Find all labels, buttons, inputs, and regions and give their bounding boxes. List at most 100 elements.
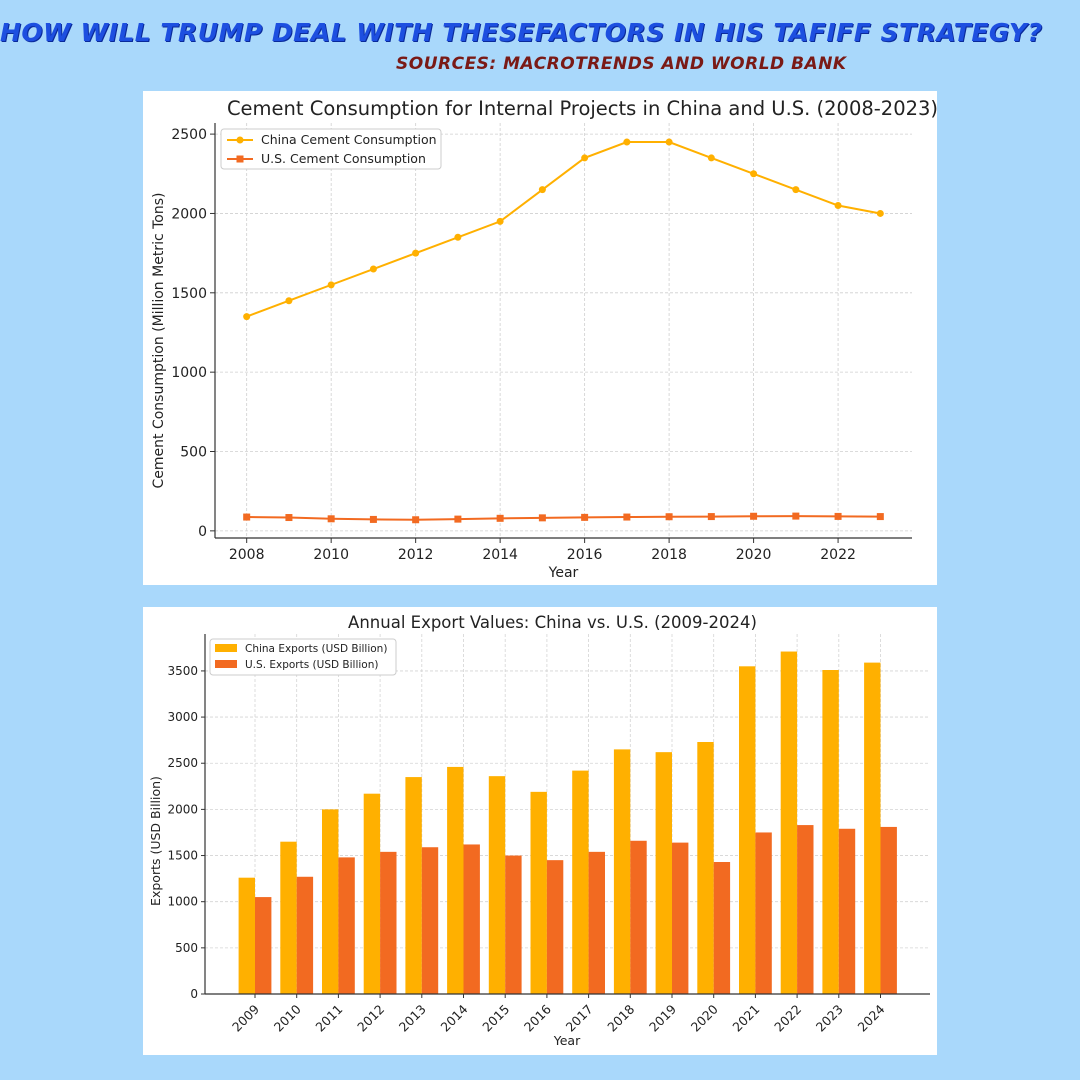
y-tick-label: 1000	[171, 365, 207, 381]
y-tick-label: 1500	[171, 286, 207, 302]
exports-chart-panel: Annual Export Values: China vs. U.S. (20…	[143, 607, 937, 1055]
china-bar	[238, 877, 255, 994]
y-tick-label: 2500	[167, 756, 198, 770]
y-tick-label: 2000	[171, 206, 207, 222]
us-point	[876, 513, 884, 521]
china-point	[834, 202, 842, 210]
legend-label: China Exports (USD Billion)	[245, 643, 387, 655]
us-point	[750, 512, 758, 520]
us-bar	[755, 832, 772, 994]
legend-swatch	[215, 644, 237, 652]
y-tick-label: 500	[175, 941, 198, 955]
china-bar	[280, 841, 297, 994]
legend-marker	[236, 155, 244, 163]
us-bar	[296, 876, 314, 994]
us-point	[412, 516, 420, 524]
x-tick-label: 2022	[820, 547, 856, 563]
x-tick-label: 2016	[521, 1001, 554, 1034]
x-tick-label: 2017	[563, 1002, 596, 1035]
china-point	[792, 186, 800, 194]
us-point	[665, 513, 673, 521]
china-bar	[697, 742, 714, 994]
us-bar	[421, 847, 439, 994]
legend-box	[220, 128, 442, 170]
x-tick-label: 2018	[651, 547, 687, 563]
us-bar	[380, 851, 397, 994]
us-bar	[588, 851, 605, 994]
china-series-line	[246, 141, 881, 318]
china-bar	[822, 670, 839, 994]
us-bar	[880, 826, 897, 994]
x-tick-label: 2024	[855, 1001, 888, 1034]
y-axis-label: Cement Consumption (Million Metric Tons)	[151, 193, 167, 489]
x-tick-label: 2013	[396, 1002, 429, 1035]
y-axis-label: Exports (USD Billion)	[148, 776, 163, 906]
us-point	[581, 513, 589, 521]
china-point	[454, 233, 462, 241]
x-tick-label: 2011	[312, 1002, 345, 1035]
china-bar	[613, 749, 631, 994]
china-point	[412, 249, 420, 257]
x-tick-label: 2023	[813, 1002, 846, 1035]
us-bar	[713, 862, 731, 994]
y-tick-label: 2500	[171, 127, 207, 143]
legend-label: U.S. Exports (USD Billion)	[245, 659, 378, 671]
x-axis-label: Year	[548, 565, 579, 581]
us-bar	[546, 860, 564, 994]
x-tick-label: 2014	[438, 1001, 471, 1034]
us-bar	[838, 828, 856, 994]
annual-exports-chart: Annual Export Values: China vs. U.S. (20…	[148, 613, 930, 1048]
china-point	[707, 154, 715, 162]
x-tick-label: 2022	[771, 1002, 804, 1035]
x-tick-label: 2012	[398, 547, 434, 563]
us-bar	[505, 855, 522, 994]
x-axis-label: Year	[553, 1033, 581, 1048]
china-point	[496, 217, 504, 225]
x-tick-label: 2018	[604, 1001, 637, 1034]
x-tick-label: 2020	[736, 547, 772, 563]
china-point	[581, 154, 589, 162]
y-tick-label: 3000	[167, 710, 198, 724]
y-tick-label: 500	[180, 445, 207, 461]
china-bar	[530, 791, 547, 994]
china-bar	[780, 651, 798, 994]
legend: China Exports (USD Billion) U.S. Exports …	[209, 638, 397, 676]
x-tick-label: 2010	[313, 547, 349, 563]
legend: China Cement Consumption U.S. Cement Cons…	[220, 128, 442, 170]
legend-label: China Cement Consumption	[261, 132, 437, 147]
us-bar	[338, 857, 355, 994]
us-point	[834, 512, 842, 520]
sources-caption: Sources: Macrotrends and World Bank	[396, 54, 847, 74]
page-title: How will Trump deal with thesefactors in…	[0, 18, 1043, 47]
us-point	[496, 514, 504, 522]
china-point	[538, 186, 546, 194]
cement-chart-panel: Cement Consumption for Internal Projects…	[143, 91, 937, 585]
y-tick-label: 1000	[167, 895, 198, 909]
legend-swatch	[215, 660, 237, 668]
y-tick-label: 1500	[167, 849, 198, 863]
china-bar	[655, 752, 672, 994]
y-tick-label: 0	[198, 524, 207, 540]
china-point	[327, 281, 335, 289]
legend-label: U.S. Cement Consumption	[261, 151, 426, 166]
legend-box	[209, 638, 397, 676]
us-bar	[255, 897, 272, 994]
china-point	[623, 138, 631, 146]
x-tick-label: 2009	[229, 1001, 262, 1034]
us-bar	[672, 842, 689, 994]
us-point	[454, 515, 462, 523]
y-tick-label: 3500	[167, 664, 198, 678]
us-point	[792, 512, 800, 520]
x-tick-label: 2021	[729, 1002, 762, 1035]
us-point	[369, 515, 377, 523]
x-tick-label: 2015	[479, 1002, 512, 1035]
us-point	[623, 513, 631, 521]
china-bar	[405, 777, 422, 994]
china-point	[285, 297, 293, 305]
y-tick-label: 0	[190, 987, 198, 1001]
china-bar	[864, 662, 881, 994]
us-point	[285, 514, 293, 522]
us-point	[243, 513, 251, 521]
china-point	[665, 138, 673, 146]
chart-title: Cement Consumption for Internal Projects…	[227, 97, 937, 120]
